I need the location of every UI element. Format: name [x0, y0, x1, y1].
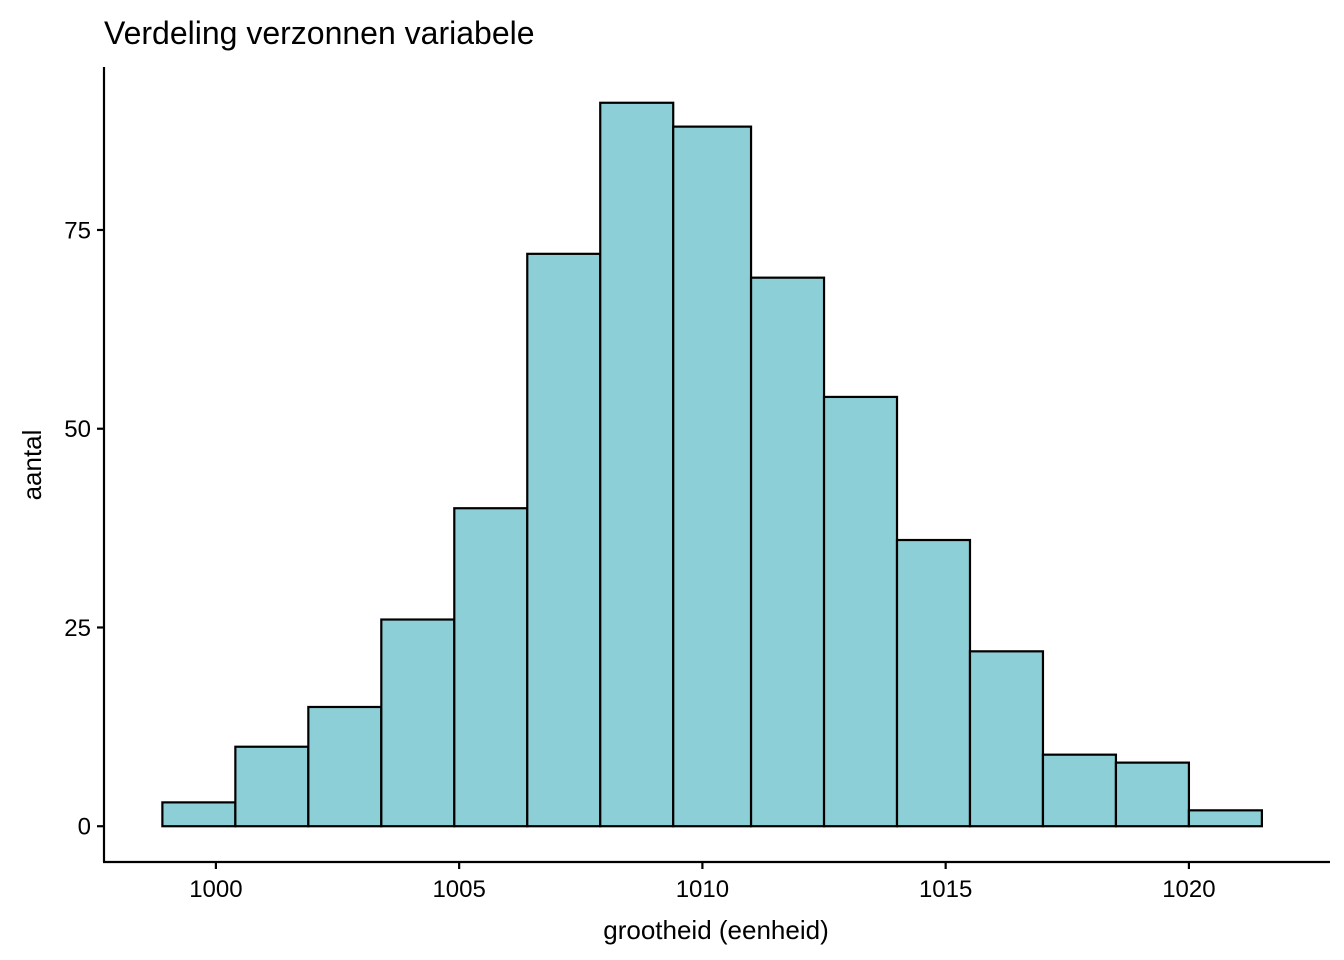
histogram-bar-9 [749, 276, 826, 828]
x-ticks-group: 1000 1005 1010 1015 1020 [189, 862, 1216, 903]
x-tick-label: 1020 [1162, 876, 1215, 903]
y-tick-label: 0 [78, 814, 91, 841]
histogram-bar-13 [1041, 753, 1118, 828]
histogram-bar-5 [453, 507, 529, 828]
bars-group [161, 101, 1263, 828]
histogram-bar-12 [968, 650, 1045, 828]
y-tick-label: 25 [64, 615, 91, 642]
histogram-bar-7 [599, 101, 675, 828]
histogram-bar-10 [822, 395, 899, 828]
histogram-bar-6 [526, 252, 602, 828]
histogram-bar-2 [234, 745, 310, 828]
y-tick-label: 75 [64, 217, 91, 244]
histogram-bar-8 [672, 125, 753, 828]
histogram-bar-15 [1187, 809, 1263, 828]
y-ticks-group: 0 25 50 75 [64, 217, 104, 841]
histogram-bar-3 [307, 705, 383, 828]
histogram-bar-11 [895, 538, 972, 828]
x-tick-label: 1015 [919, 876, 972, 903]
y-tick-label: 50 [64, 416, 91, 443]
x-axis-title: grootheid (eenheid) [603, 915, 829, 945]
x-tick-label: 1010 [676, 876, 729, 903]
x-tick-label: 1000 [189, 876, 242, 903]
chart-title: Verdeling verzonnen variabele [104, 15, 535, 51]
histogram-bar-4 [380, 618, 456, 828]
x-tick-label: 1005 [432, 876, 485, 903]
histogram-bar-1 [161, 801, 237, 828]
y-axis-title: aantal [17, 430, 47, 501]
histogram-bar-14 [1114, 761, 1191, 828]
